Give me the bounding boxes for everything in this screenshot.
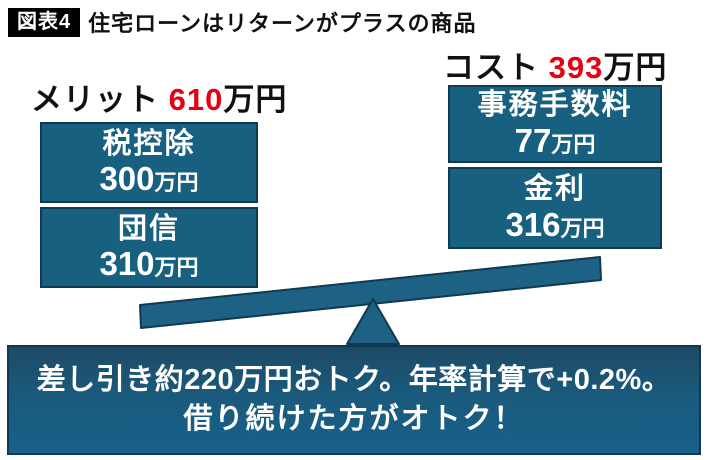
merit-box-group-insurance: 団信 310万円 [40, 207, 258, 288]
merit-box-tax-deduction-label: 税控除 [102, 127, 196, 160]
cost-heading-value: 393 [548, 50, 604, 85]
cost-heading-label: コスト [443, 50, 549, 85]
cost-box-admin-fee: 事務手数料 77万円 [448, 85, 662, 163]
conclusion-line-2: 借り続けた方がオトク！ [183, 403, 525, 435]
merit-box-group-insurance-label: 団信 [117, 212, 180, 245]
cost-box-interest-label: 金利 [523, 173, 586, 206]
merit-box-group-insurance-value: 310万円 [99, 245, 199, 283]
cost-heading-unit: 万円 [603, 50, 668, 85]
merit-box-tax-deduction-value: 300万円 [99, 160, 199, 198]
cost-box-admin-fee-value: 77万円 [514, 121, 596, 159]
seesaw-fulcrum-triangle [346, 298, 400, 345]
merit-heading-label: メリット [31, 82, 169, 117]
merit-box-tax-deduction: 税控除 300万円 [40, 122, 258, 203]
merit-heading: メリット 610万円 [31, 74, 287, 119]
figure-number-badge: 図表4 [8, 7, 81, 37]
conclusion-line-1: 差し引き約220万円おトク。年率計算で+0.2%。 [36, 363, 672, 396]
merit-heading-unit: 万円 [223, 82, 288, 117]
cost-box-interest: 金利 316万円 [448, 167, 662, 249]
cost-box-interest-value: 316万円 [505, 205, 605, 243]
figure-header: 図表4 住宅ローンはリターンがプラスの商品 [8, 6, 477, 38]
conclusion-banner: 差し引き約220万円おトク。年率計算で+0.2%。 借り続けた方がオトク！ [7, 345, 701, 455]
figure-title: 住宅ローンはリターンがプラスの商品 [88, 11, 477, 36]
merit-heading-value: 610 [168, 82, 224, 117]
cost-heading: コスト 393万円 [443, 42, 667, 87]
cost-box-admin-fee-label: 事務手数料 [477, 89, 633, 122]
